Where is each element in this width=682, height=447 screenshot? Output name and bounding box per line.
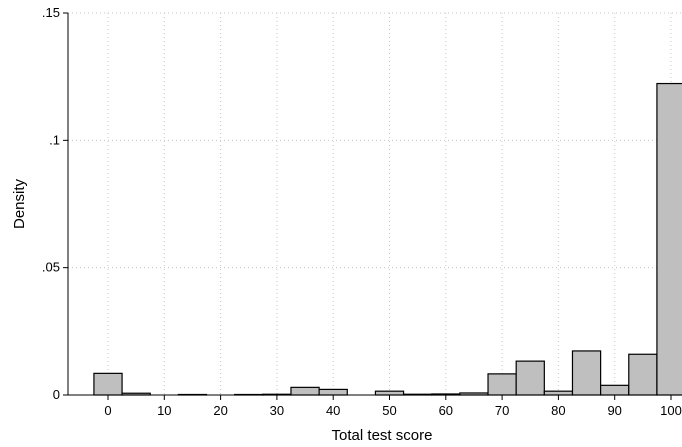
bars xyxy=(93,82,682,396)
x-tick-label: 100 xyxy=(660,403,682,418)
y-tick-label: .05 xyxy=(42,260,60,275)
histogram-bar xyxy=(656,82,682,396)
y-tick-label: .1 xyxy=(49,132,60,147)
axes xyxy=(67,13,682,396)
x-tick-label: 20 xyxy=(213,403,227,418)
x-tick-label: 50 xyxy=(382,403,396,418)
x-tick-label: 60 xyxy=(439,403,453,418)
histogram-bar xyxy=(600,384,630,396)
y-axis-title: Density xyxy=(11,178,28,229)
x-tick-label: 10 xyxy=(157,403,171,418)
histogram-bar xyxy=(374,390,405,396)
x-tick-label: 0 xyxy=(104,403,111,418)
x-ticks: 0 10 20 30 40 50 60 70 80 90 100 xyxy=(104,395,682,418)
x-tick-label: 90 xyxy=(607,403,621,418)
x-axis-title: Total test score xyxy=(332,427,433,444)
y-ticks: 0 .05 .1 .15 xyxy=(42,5,68,402)
histogram-bar xyxy=(290,386,320,396)
x-tick-label: 80 xyxy=(551,403,565,418)
histogram-bar xyxy=(93,372,123,396)
y-tick-label: 0 xyxy=(53,387,60,402)
x-tick-label: 30 xyxy=(270,403,284,418)
histogram-bar xyxy=(543,390,574,396)
histogram-bar xyxy=(318,388,348,396)
histogram-bar xyxy=(571,350,602,396)
x-tick-label: 70 xyxy=(495,403,509,418)
x-tick-label: 40 xyxy=(326,403,340,418)
histogram-bar xyxy=(628,353,658,396)
y-tick-label: .15 xyxy=(42,5,60,20)
grid xyxy=(68,12,682,396)
histogram-bar xyxy=(487,373,517,396)
histogram-bar xyxy=(515,360,545,396)
